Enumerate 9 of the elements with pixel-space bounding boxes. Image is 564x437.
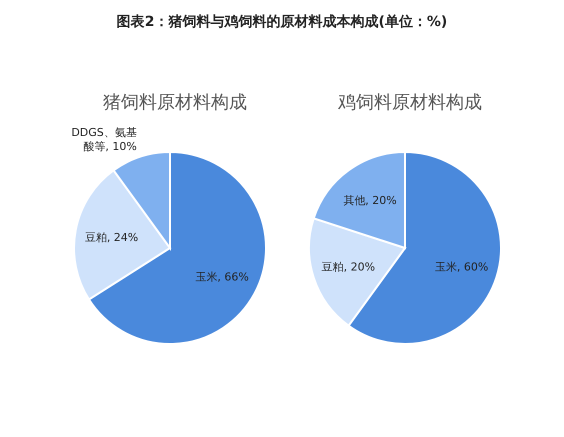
slice-label: DDGS、氨基酸等, 10% [71, 126, 137, 153]
slice-label: 其他, 20% [343, 194, 397, 207]
chart-title: 鸡饲料原材料构成 [337, 92, 482, 113]
slice-label: 豆粕, 20% [322, 260, 376, 274]
slice-label: 豆粕, 24% [84, 230, 138, 244]
chart-title: 图表2：猪饲料与鸡饲料的原材料成本构成(单位：%) [116, 14, 448, 30]
slice-label: 玉米, 60% [434, 260, 488, 274]
slice-label: 玉米, 66% [195, 270, 249, 284]
chart-subtitle: 猪饲料原材料构成 [103, 92, 247, 113]
